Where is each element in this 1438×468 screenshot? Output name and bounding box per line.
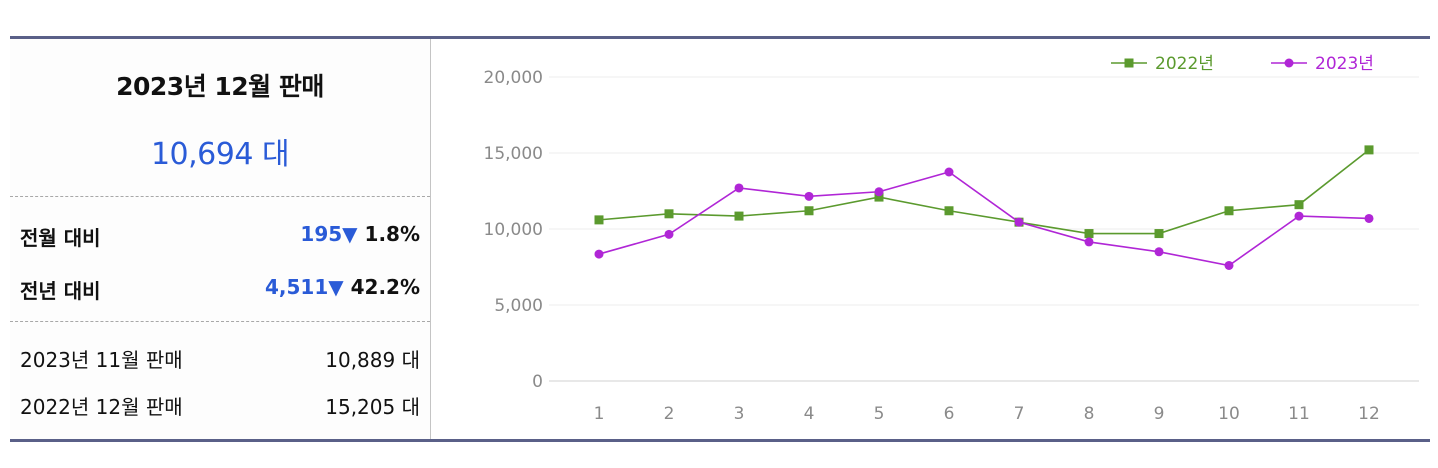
data-point [1294, 211, 1304, 221]
mom-pct: 1.8% [364, 222, 420, 246]
mom-label: 전월 대비 [20, 226, 101, 250]
yoy-change: 4,511 [264, 275, 329, 299]
yoy-value: 4,511▼ 42.2% [265, 275, 420, 299]
mom-row: 전월 대비 195▼ 1.8% [20, 222, 420, 250]
prev-year-row: 2022년 12월 판매 15,205 대 [20, 391, 420, 419]
x-tick-label: 10 [1218, 404, 1240, 424]
down-arrow-icon: ▼ [328, 275, 344, 299]
yoy-label: 전년 대비 [20, 279, 101, 303]
data-point [594, 215, 604, 225]
legend-marker [1124, 58, 1134, 68]
data-point [664, 229, 674, 239]
mom-change: 195 [300, 222, 343, 246]
data-point [1224, 206, 1234, 216]
data-point [804, 206, 814, 216]
summary-title: 2023년 12월 판매 [116, 72, 324, 101]
series-line-2 [598, 171, 1370, 267]
yoy-pct: 42.2% [350, 275, 420, 299]
y-tick-label: 5,000 [494, 296, 543, 316]
divider [10, 196, 430, 197]
data-point [1154, 229, 1164, 239]
x-tick-label: 1 [594, 404, 605, 424]
legend-label: 2023년 [1315, 54, 1374, 74]
x-tick-label: 8 [1084, 404, 1095, 424]
down-arrow-icon: ▼ [342, 222, 358, 246]
x-tick-label: 3 [734, 404, 745, 424]
y-tick-label: 15,000 [484, 144, 543, 164]
x-tick-label: 4 [804, 404, 815, 424]
data-point [1154, 247, 1164, 257]
prev-month-label: 2023년 11월 판매 [20, 348, 183, 372]
y-tick-label: 20,000 [484, 68, 543, 88]
prev-month-value: 10,889 대 [325, 348, 420, 372]
prev-month-row: 2023년 11월 판매 10,889 대 [20, 344, 420, 372]
prev-year-label: 2022년 12월 판매 [20, 395, 183, 419]
x-tick-label: 11 [1288, 404, 1310, 424]
data-point [1224, 260, 1234, 270]
line-chart: 0 5,000 10,000 15,000 20,000 1 2 3 4 5 6 7 8 9 10 11 12 2… [431, 39, 1430, 439]
x-tick-label: 2 [664, 404, 675, 424]
data-point [1014, 217, 1024, 227]
x-tick-label: 5 [874, 404, 885, 424]
data-point [1364, 145, 1374, 155]
legend-marker [1284, 58, 1294, 68]
sales-panel: 2023년 12월 판매 10,694 대 전월 대비 195▼ 1.8% 전년… [10, 36, 1430, 442]
data-point [944, 167, 954, 177]
data-point [874, 187, 884, 197]
data-point [734, 211, 744, 221]
data-point [944, 206, 954, 216]
data-point [1084, 237, 1094, 247]
data-point [1294, 200, 1304, 210]
prev-year-value: 15,205 대 [325, 395, 420, 419]
legend-label: 2022년 [1155, 54, 1214, 74]
summary-panel: 2023년 12월 판매 10,694 대 전월 대비 195▼ 1.8% 전년… [10, 39, 431, 439]
data-point [664, 209, 674, 219]
data-point [874, 192, 884, 202]
mom-value: 195▼ 1.8% [300, 222, 420, 246]
x-tick-label: 6 [944, 404, 955, 424]
y-tick-label: 10,000 [484, 220, 543, 240]
series-line-1 [598, 149, 1370, 235]
data-point [1084, 229, 1094, 239]
x-tick-label: 12 [1358, 404, 1380, 424]
x-tick-label: 7 [1014, 404, 1025, 424]
yoy-row: 전년 대비 4,511▼ 42.2% [20, 275, 420, 303]
x-tick-label: 9 [1154, 404, 1165, 424]
summary-total: 10,694 대 [150, 137, 290, 172]
data-point [1364, 213, 1374, 223]
y-tick-label: 0 [532, 372, 543, 392]
data-point [734, 183, 744, 193]
divider [10, 321, 430, 322]
data-point [594, 249, 604, 259]
data-point [804, 191, 814, 201]
